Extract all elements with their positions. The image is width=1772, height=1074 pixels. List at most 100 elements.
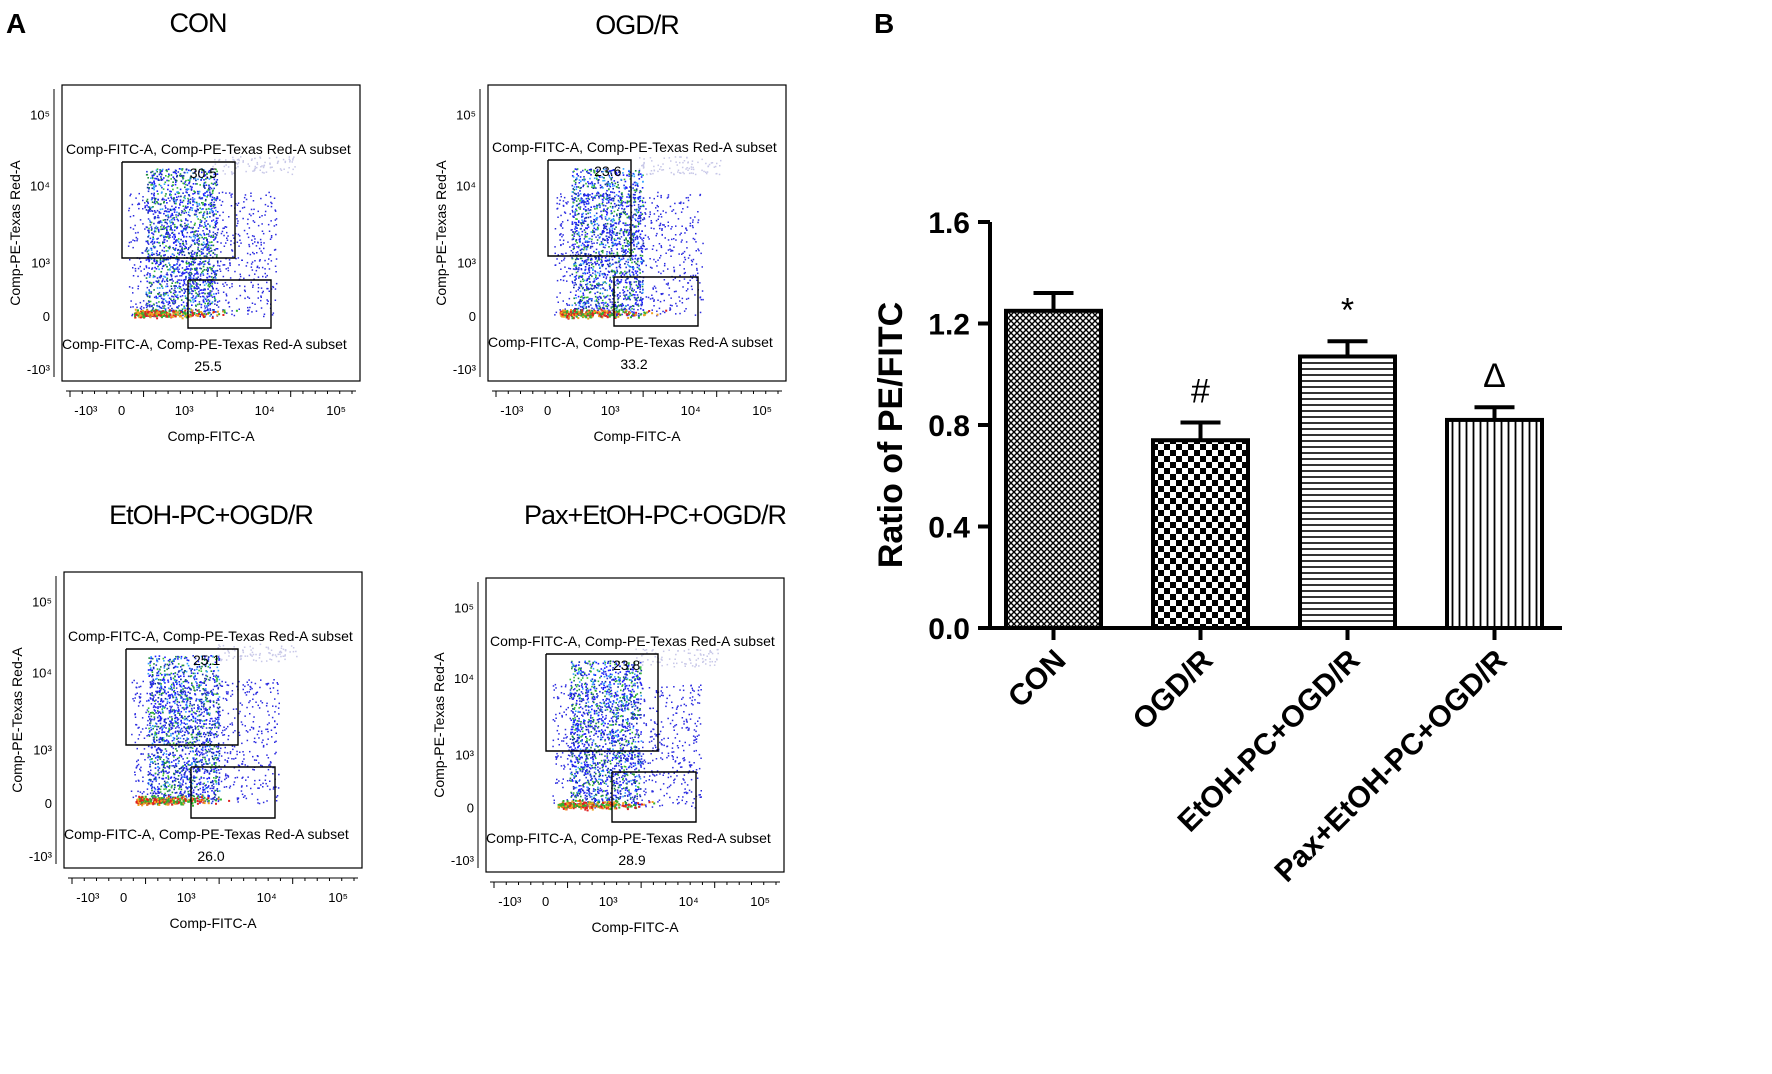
y-axis-label: Comp-PE-Texas Red-A	[433, 160, 449, 306]
y-tick-label: 0	[43, 309, 50, 324]
y-tick-label: 0	[469, 309, 476, 324]
y-axis-label: Comp-PE-Texas Red-A	[431, 652, 447, 798]
y-tick-label: 10³	[455, 747, 474, 762]
lower-gate	[187, 279, 272, 329]
x-tick-label: 10³	[599, 894, 618, 909]
x-tick-label: -10³	[74, 403, 98, 418]
y-tick-label: 0	[467, 800, 474, 815]
bar-chart: 0.0 0.4 0.8 1.2 1.6 Ratio of PE/FITC CON # OGD/R…	[872, 207, 1562, 889]
x-tick-label: 0	[542, 894, 549, 909]
upper-gate	[125, 648, 239, 746]
y-tick-label: 10⁴	[454, 671, 474, 686]
lower-gate-label: Comp-FITC-A, Comp-PE-Texas Red-A subset	[488, 334, 773, 350]
x-tick-label: 10⁵	[328, 890, 348, 905]
facs-plot: Comp-FITC-A, Comp-PE-Texas Red-A subset 2…	[433, 84, 787, 444]
panel-b-label: B	[874, 8, 895, 39]
y-tick-label: 10⁵	[454, 600, 474, 615]
upper-gate-label: Comp-FITC-A, Comp-PE-Texas Red-A subset	[66, 141, 351, 157]
x-tick-label: 0	[118, 403, 125, 418]
facs-plot: Comp-FITC-A, Comp-PE-Texas Red-A subset 2…	[9, 571, 363, 931]
bar	[1445, 417, 1544, 630]
x-axis-label: Comp-FITC-A	[593, 428, 681, 444]
panel-a-label: A	[6, 8, 27, 39]
y-tick-label: 0	[45, 796, 52, 811]
x-axis-label: Comp-FITC-A	[591, 919, 679, 935]
y-tick-label: 10⁴	[456, 179, 476, 194]
bar	[1004, 308, 1103, 630]
x-tick-label: 10⁴	[255, 403, 275, 418]
y-tick-label: 10⁵	[32, 595, 52, 610]
facs-plot-frame	[63, 571, 363, 869]
y-tick-label: 10⁵	[456, 108, 476, 123]
lower-gate-value: 25.5	[194, 358, 221, 374]
upper-gate-value: 25.1	[193, 652, 220, 668]
upper-gate-value: 23.8	[613, 657, 640, 673]
x-tick-label: 10⁴	[679, 894, 699, 909]
x-tick-label: 0	[120, 890, 127, 905]
facs-plot-frame	[487, 84, 787, 382]
upper-gate-label: Comp-FITC-A, Comp-PE-Texas Red-A subset	[490, 633, 775, 649]
upper-gate-label: Comp-FITC-A, Comp-PE-Texas Red-A subset	[492, 139, 777, 155]
facs-title-ogdr: OGD/R	[595, 10, 680, 40]
facs-title-pax: Pax+EtOH-PC+OGD/R	[523, 500, 787, 530]
x-tick-label: CON	[1002, 644, 1072, 714]
facs-title-con: CON	[169, 8, 228, 38]
y-tick-label: 1.6	[928, 207, 970, 240]
significance-marker: #	[1191, 372, 1210, 410]
bar	[1298, 354, 1397, 630]
facs-plot: Comp-FITC-A, Comp-PE-Texas Red-A subset 2…	[431, 577, 785, 935]
x-tick-label: 10⁴	[257, 890, 277, 905]
x-tick-label: -10³	[500, 403, 524, 418]
facs-dots	[130, 643, 298, 807]
y-tick-label: -10³	[453, 362, 477, 377]
x-axis-label: Comp-FITC-A	[167, 428, 255, 444]
upper-gate	[545, 653, 659, 752]
y-tick-label: -10³	[27, 362, 51, 377]
x-tick-label: 10³	[175, 403, 194, 418]
y-tick-label: -10³	[29, 849, 53, 864]
upper-gate-value: 30.5	[190, 165, 217, 181]
y-axis-label: Comp-PE-Texas Red-A	[9, 647, 25, 793]
x-axis-label: Comp-FITC-A	[169, 915, 257, 931]
x-tick-label: -10³	[76, 890, 100, 905]
lower-gate-value: 28.9	[618, 852, 645, 868]
facs-plot: Comp-FITC-A, Comp-PE-Texas Red-A subset 3…	[7, 84, 361, 444]
lower-gate-value: 33.2	[620, 356, 647, 372]
y-tick-label: -10³	[451, 853, 475, 868]
y-tick-label: 10⁴	[32, 666, 52, 681]
lower-gate-label: Comp-FITC-A, Comp-PE-Texas Red-A subset	[64, 826, 349, 842]
bar	[1151, 438, 1250, 630]
lower-gate	[613, 276, 699, 327]
lower-gate	[611, 771, 697, 823]
significance-marker: Δ	[1483, 357, 1506, 395]
y-tick-label: 0.8	[928, 410, 970, 443]
y-tick-label: 10³	[457, 256, 476, 271]
facs-dots	[552, 648, 719, 812]
facs-plot-frame	[485, 577, 785, 873]
facs-dots	[127, 156, 296, 320]
x-tick-label: OGD/R	[1127, 643, 1220, 736]
y-tick-label: 10³	[31, 256, 50, 271]
y-tick-label: 10³	[33, 743, 52, 758]
x-tick-label: 10⁵	[326, 403, 346, 418]
y-tick-label: 10⁴	[30, 179, 50, 194]
x-tick-label: 10³	[177, 890, 196, 905]
y-tick-label: 0.4	[928, 512, 970, 545]
facs-plot-frame	[61, 84, 361, 382]
y-tick-label: 0.0	[928, 613, 970, 646]
x-tick-label: 0	[544, 403, 551, 418]
upper-gate-value: 23.6	[594, 163, 621, 179]
facs-title-etoh: EtOH-PC+OGD/R	[109, 500, 314, 530]
upper-gate	[121, 161, 236, 259]
lower-gate	[190, 766, 276, 819]
y-tick-label: 1.2	[928, 309, 970, 342]
x-tick-label: -10³	[498, 894, 522, 909]
x-tick-label: 10⁵	[752, 403, 772, 418]
upper-gate-label: Comp-FITC-A, Comp-PE-Texas Red-A subset	[68, 628, 353, 644]
facs-dots	[554, 156, 722, 320]
lower-gate-label: Comp-FITC-A, Comp-PE-Texas Red-A subset	[486, 830, 771, 846]
x-tick-label: 10³	[601, 403, 620, 418]
x-tick-label: 10⁵	[750, 894, 770, 909]
x-tick-label: 10⁴	[681, 403, 701, 418]
